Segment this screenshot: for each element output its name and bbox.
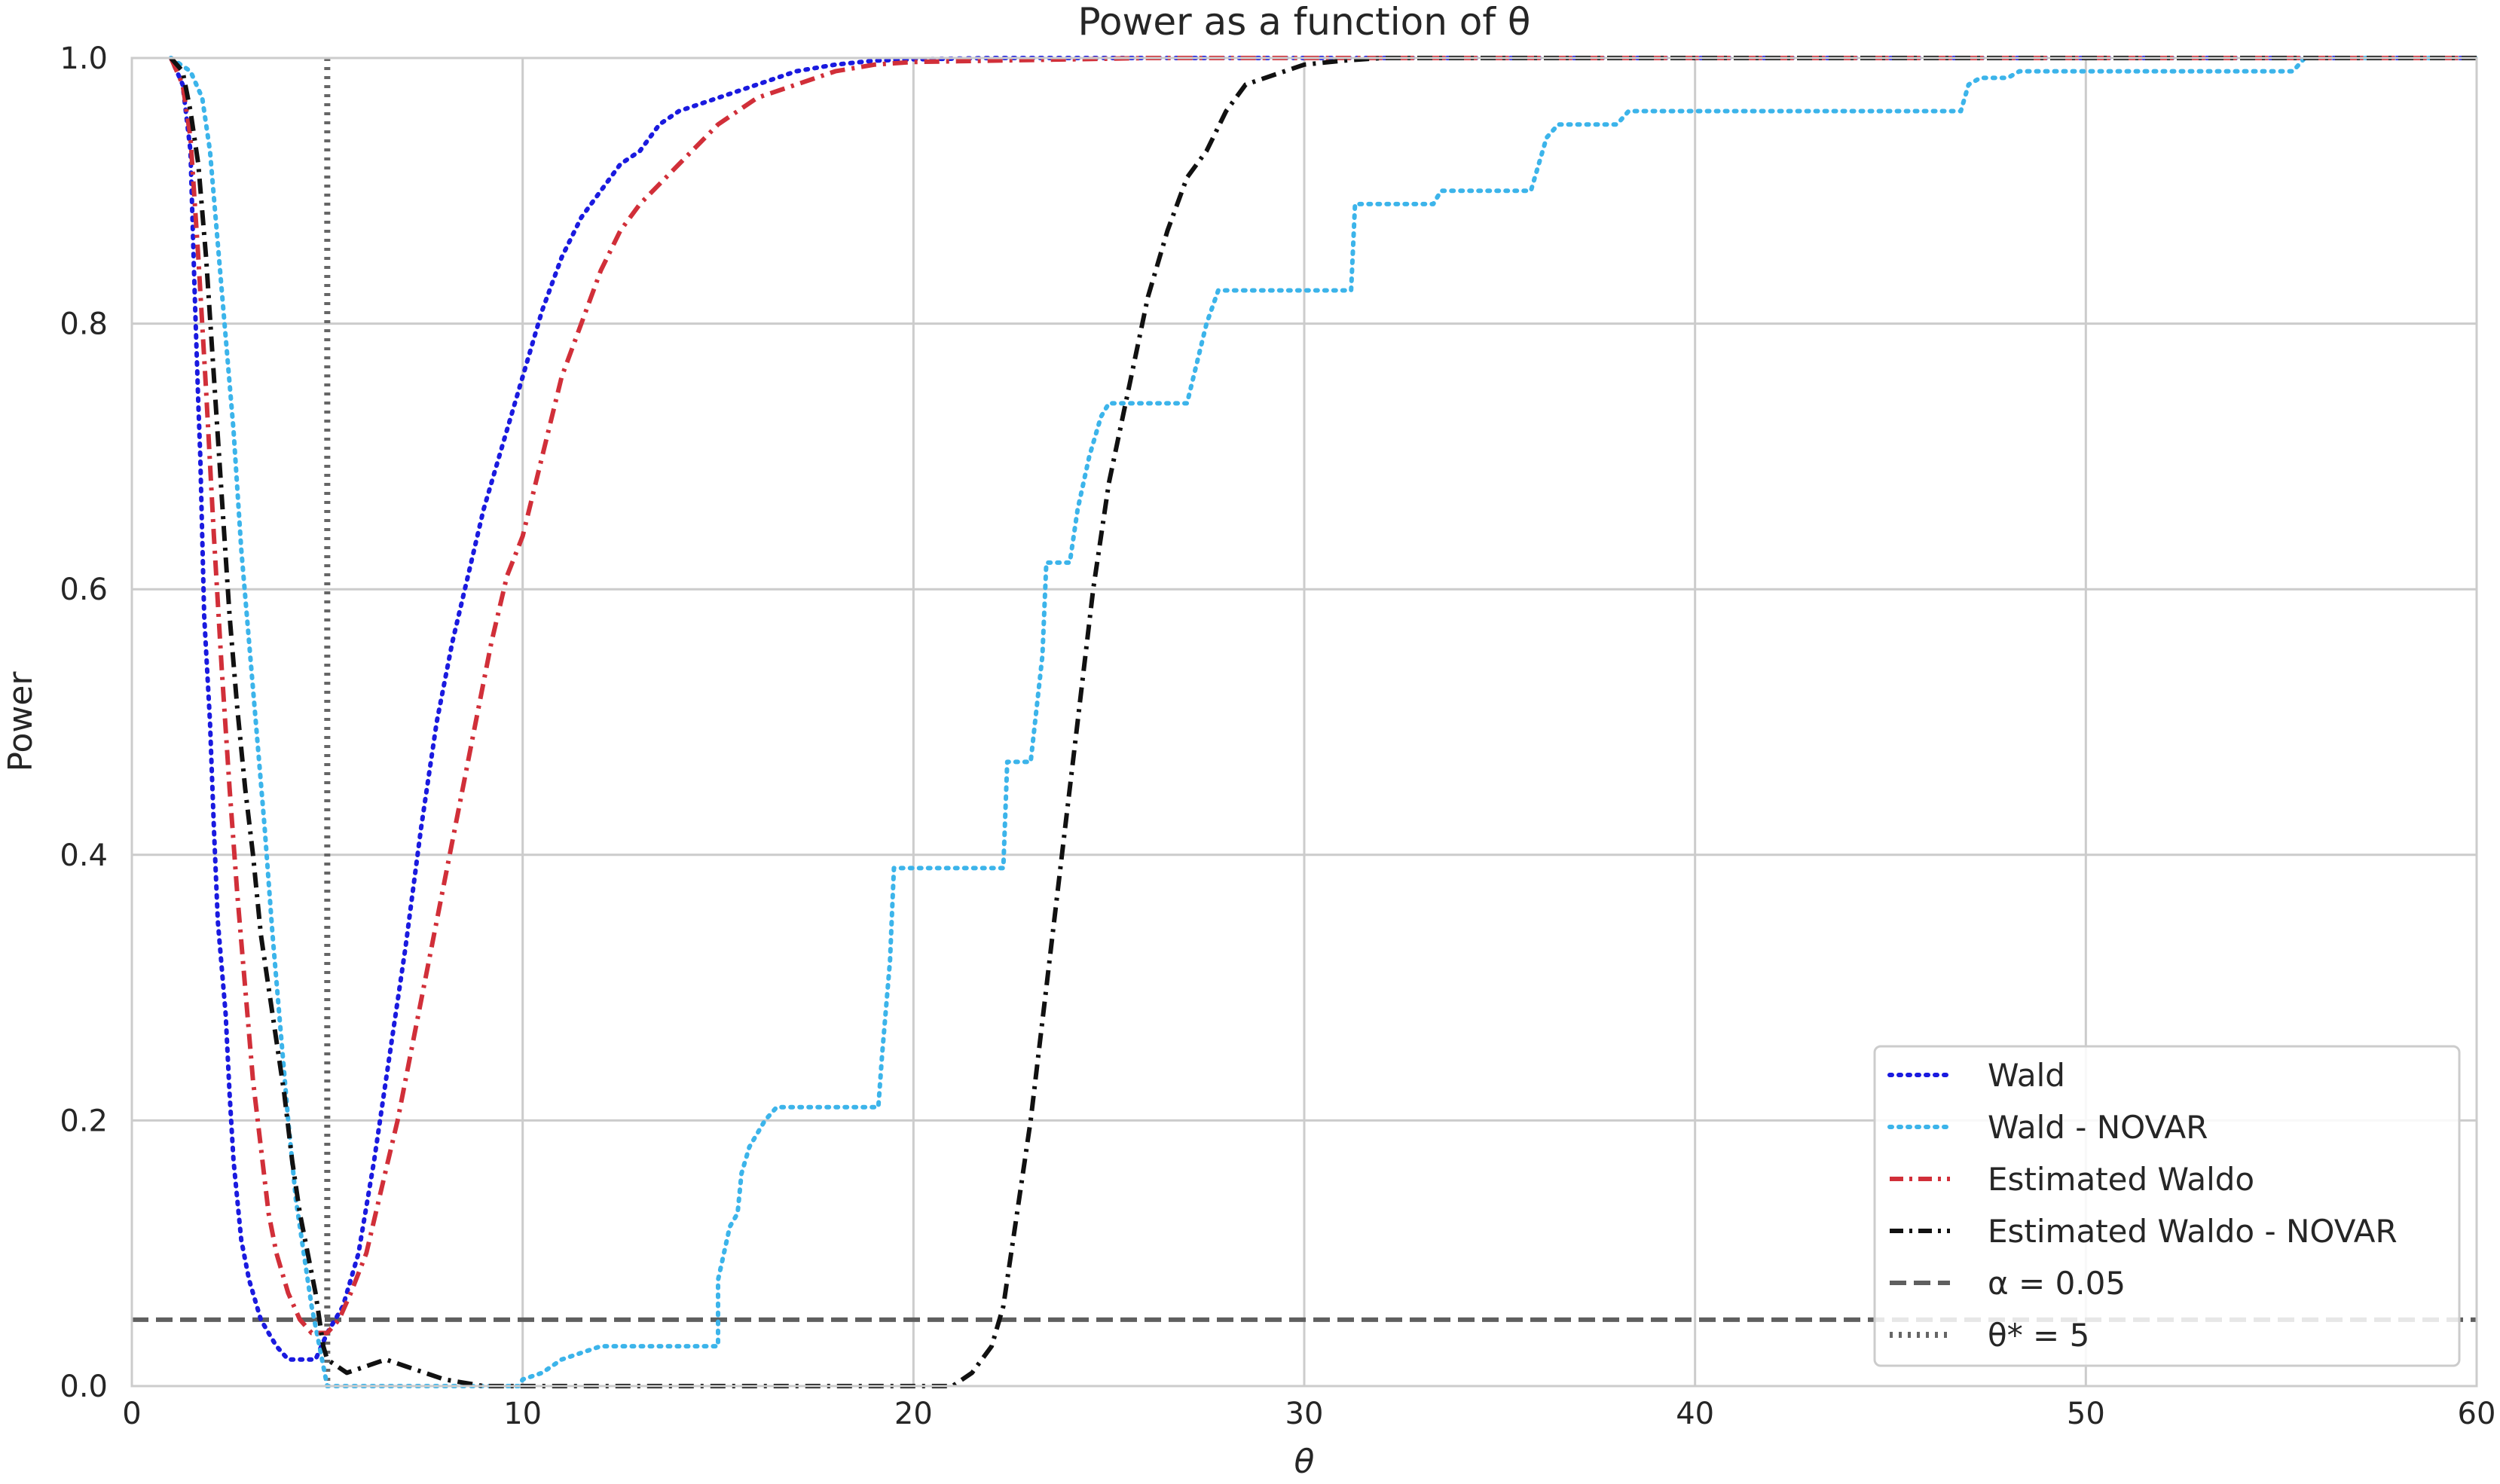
x-tick-label: 60 bbox=[2458, 1397, 2496, 1431]
x-tick-label: 0 bbox=[122, 1397, 141, 1431]
x-tick-label: 40 bbox=[1676, 1397, 1714, 1431]
x-tick-label: 10 bbox=[503, 1397, 542, 1431]
plot-frame bbox=[130, 56, 2478, 1388]
y-tick-label: 0.0 bbox=[60, 1369, 108, 1404]
legend: Wald Wald - NOVAR Estimated Waldo Estima… bbox=[1873, 1045, 2461, 1367]
series-line-wald bbox=[168, 56, 2479, 1362]
chart-title: Power as a function of θ bbox=[1077, 0, 1530, 44]
legend-box bbox=[1873, 1045, 2461, 1367]
y-tick-label: 0.8 bbox=[60, 307, 108, 342]
x-tick-label: 30 bbox=[1285, 1397, 1324, 1431]
x-tick-label: 50 bbox=[2067, 1397, 2105, 1431]
legend-label-wald-novar: Wald - NOVAR bbox=[1988, 1109, 2208, 1146]
x-tick-label: 20 bbox=[894, 1397, 933, 1431]
series-line-estimated-waldo bbox=[169, 56, 2477, 1336]
legend-label-theta-star: θ* = 5 bbox=[1988, 1317, 2089, 1354]
x-axis-ticks: 0 10 20 30 40 50 60 bbox=[122, 1397, 2495, 1431]
y-tick-label: 0.6 bbox=[60, 573, 108, 607]
legend-label-wald: Wald bbox=[1988, 1057, 2065, 1094]
legend-label-estimated-waldo-novar: Estimated Waldo - NOVAR bbox=[1988, 1213, 2398, 1250]
legend-label-estimated-waldo: Estimated Waldo bbox=[1988, 1161, 2254, 1198]
legend-label-alpha: α = 0.05 bbox=[1988, 1265, 2126, 1302]
y-tick-label: 0.4 bbox=[60, 838, 108, 873]
y-axis-ticks: 0.0 0.2 0.4 0.6 0.8 1.0 bbox=[60, 41, 108, 1404]
y-axis-label: Power bbox=[2, 671, 40, 772]
series-line-wald-novar bbox=[168, 56, 2479, 1388]
x-axis-label: θ bbox=[1294, 1443, 1315, 1481]
y-tick-label: 0.2 bbox=[60, 1104, 108, 1138]
y-tick-label: 1.0 bbox=[60, 41, 108, 76]
